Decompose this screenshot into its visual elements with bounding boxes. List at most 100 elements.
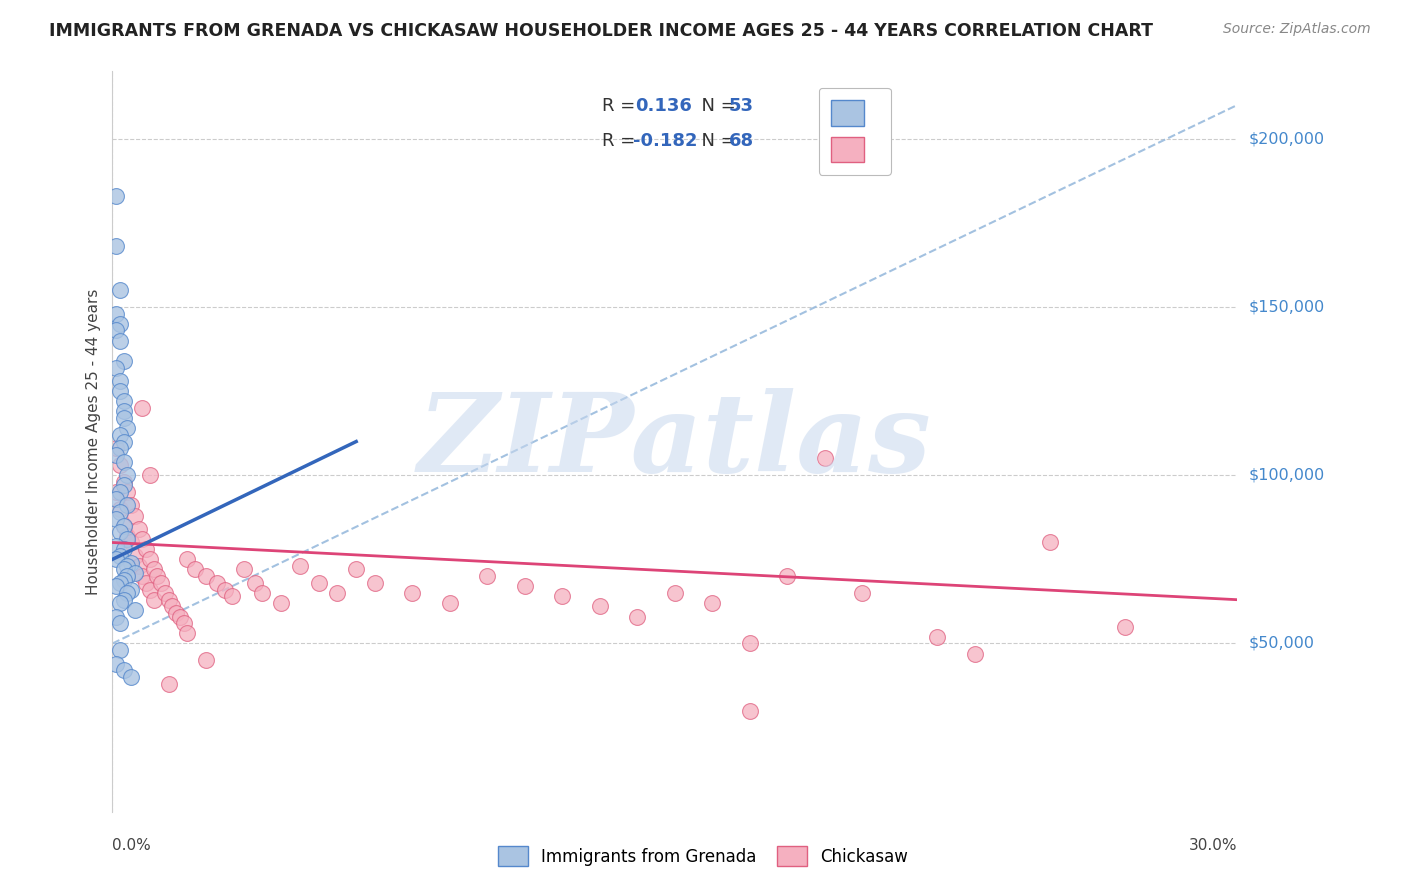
Point <box>214 582 236 597</box>
Text: N =: N = <box>689 97 741 115</box>
Point <box>112 518 135 533</box>
Point <box>738 704 761 718</box>
Point <box>117 532 139 546</box>
Point <box>108 575 131 590</box>
Point <box>108 442 131 456</box>
Point <box>139 468 162 483</box>
Point <box>157 677 180 691</box>
Point <box>814 451 837 466</box>
Point <box>105 189 128 203</box>
Point <box>112 664 135 678</box>
Point <box>150 575 173 590</box>
Point <box>1039 535 1062 549</box>
Point <box>207 575 229 590</box>
Text: 0.136: 0.136 <box>636 97 692 115</box>
Point <box>108 525 131 540</box>
Point <box>176 552 198 566</box>
Point <box>626 609 648 624</box>
Point <box>112 518 135 533</box>
Point <box>439 596 461 610</box>
Point <box>135 575 157 590</box>
Point <box>128 559 150 574</box>
Point <box>117 569 139 583</box>
Point <box>105 442 128 456</box>
Point <box>124 566 146 580</box>
Point <box>364 575 387 590</box>
Point <box>120 556 142 570</box>
Point <box>108 283 131 297</box>
Point <box>513 579 536 593</box>
Point <box>326 586 349 600</box>
Point <box>117 499 139 513</box>
Point <box>112 434 135 449</box>
Point <box>221 590 243 604</box>
Point <box>120 582 142 597</box>
Point <box>738 636 761 650</box>
Point <box>124 508 146 523</box>
Point <box>108 485 131 500</box>
Point <box>176 626 198 640</box>
Point <box>927 630 949 644</box>
Text: -0.182: -0.182 <box>633 132 697 150</box>
Point <box>105 657 128 671</box>
Point <box>105 512 128 526</box>
Text: Source: ZipAtlas.com: Source: ZipAtlas.com <box>1223 22 1371 37</box>
Point <box>112 475 135 489</box>
Point <box>108 374 131 388</box>
Point <box>288 559 311 574</box>
Point <box>105 448 128 462</box>
Text: $200,000: $200,000 <box>1249 131 1324 146</box>
Text: $100,000: $100,000 <box>1249 467 1324 483</box>
Point <box>117 586 139 600</box>
Point <box>112 455 135 469</box>
Point <box>184 562 207 576</box>
Point <box>105 539 128 553</box>
Point <box>105 239 128 253</box>
Point <box>702 596 724 610</box>
Point <box>108 458 131 472</box>
Point <box>105 491 128 506</box>
Point <box>243 575 266 590</box>
Point <box>112 353 135 368</box>
Point <box>105 609 128 624</box>
Point <box>108 596 131 610</box>
Point <box>105 579 128 593</box>
Point <box>169 609 191 624</box>
Point <box>153 586 176 600</box>
Point <box>142 562 165 576</box>
Point <box>120 670 142 684</box>
Point <box>139 582 162 597</box>
Point <box>135 542 157 557</box>
Point <box>117 468 139 483</box>
Point <box>128 522 150 536</box>
Point <box>589 599 612 614</box>
Legend: , : , <box>818 87 891 175</box>
Point <box>108 427 131 442</box>
Point <box>664 586 686 600</box>
Point <box>108 505 131 519</box>
Point <box>108 643 131 657</box>
Point <box>401 586 423 600</box>
Point <box>173 616 195 631</box>
Point <box>117 529 139 543</box>
Text: N =: N = <box>689 132 741 150</box>
Point <box>112 562 135 576</box>
Point <box>117 485 139 500</box>
Text: IMMIGRANTS FROM GRENADA VS CHICKASAW HOUSEHOLDER INCOME AGES 25 - 44 YEARS CORRE: IMMIGRANTS FROM GRENADA VS CHICKASAW HOU… <box>49 22 1153 40</box>
Text: $50,000: $50,000 <box>1249 636 1315 651</box>
Point <box>105 485 128 500</box>
Point <box>162 599 184 614</box>
Point <box>308 575 330 590</box>
Point <box>1114 619 1136 633</box>
Point <box>108 616 131 631</box>
Point <box>108 549 131 563</box>
Point <box>963 647 986 661</box>
Point <box>252 586 274 600</box>
Text: $150,000: $150,000 <box>1249 300 1324 314</box>
Point <box>165 606 187 620</box>
Y-axis label: Householder Income Ages 25 - 44 years: Householder Income Ages 25 - 44 years <box>86 288 101 595</box>
Text: 53: 53 <box>728 97 754 115</box>
Point <box>112 404 135 418</box>
Point <box>776 569 799 583</box>
Point <box>120 499 142 513</box>
